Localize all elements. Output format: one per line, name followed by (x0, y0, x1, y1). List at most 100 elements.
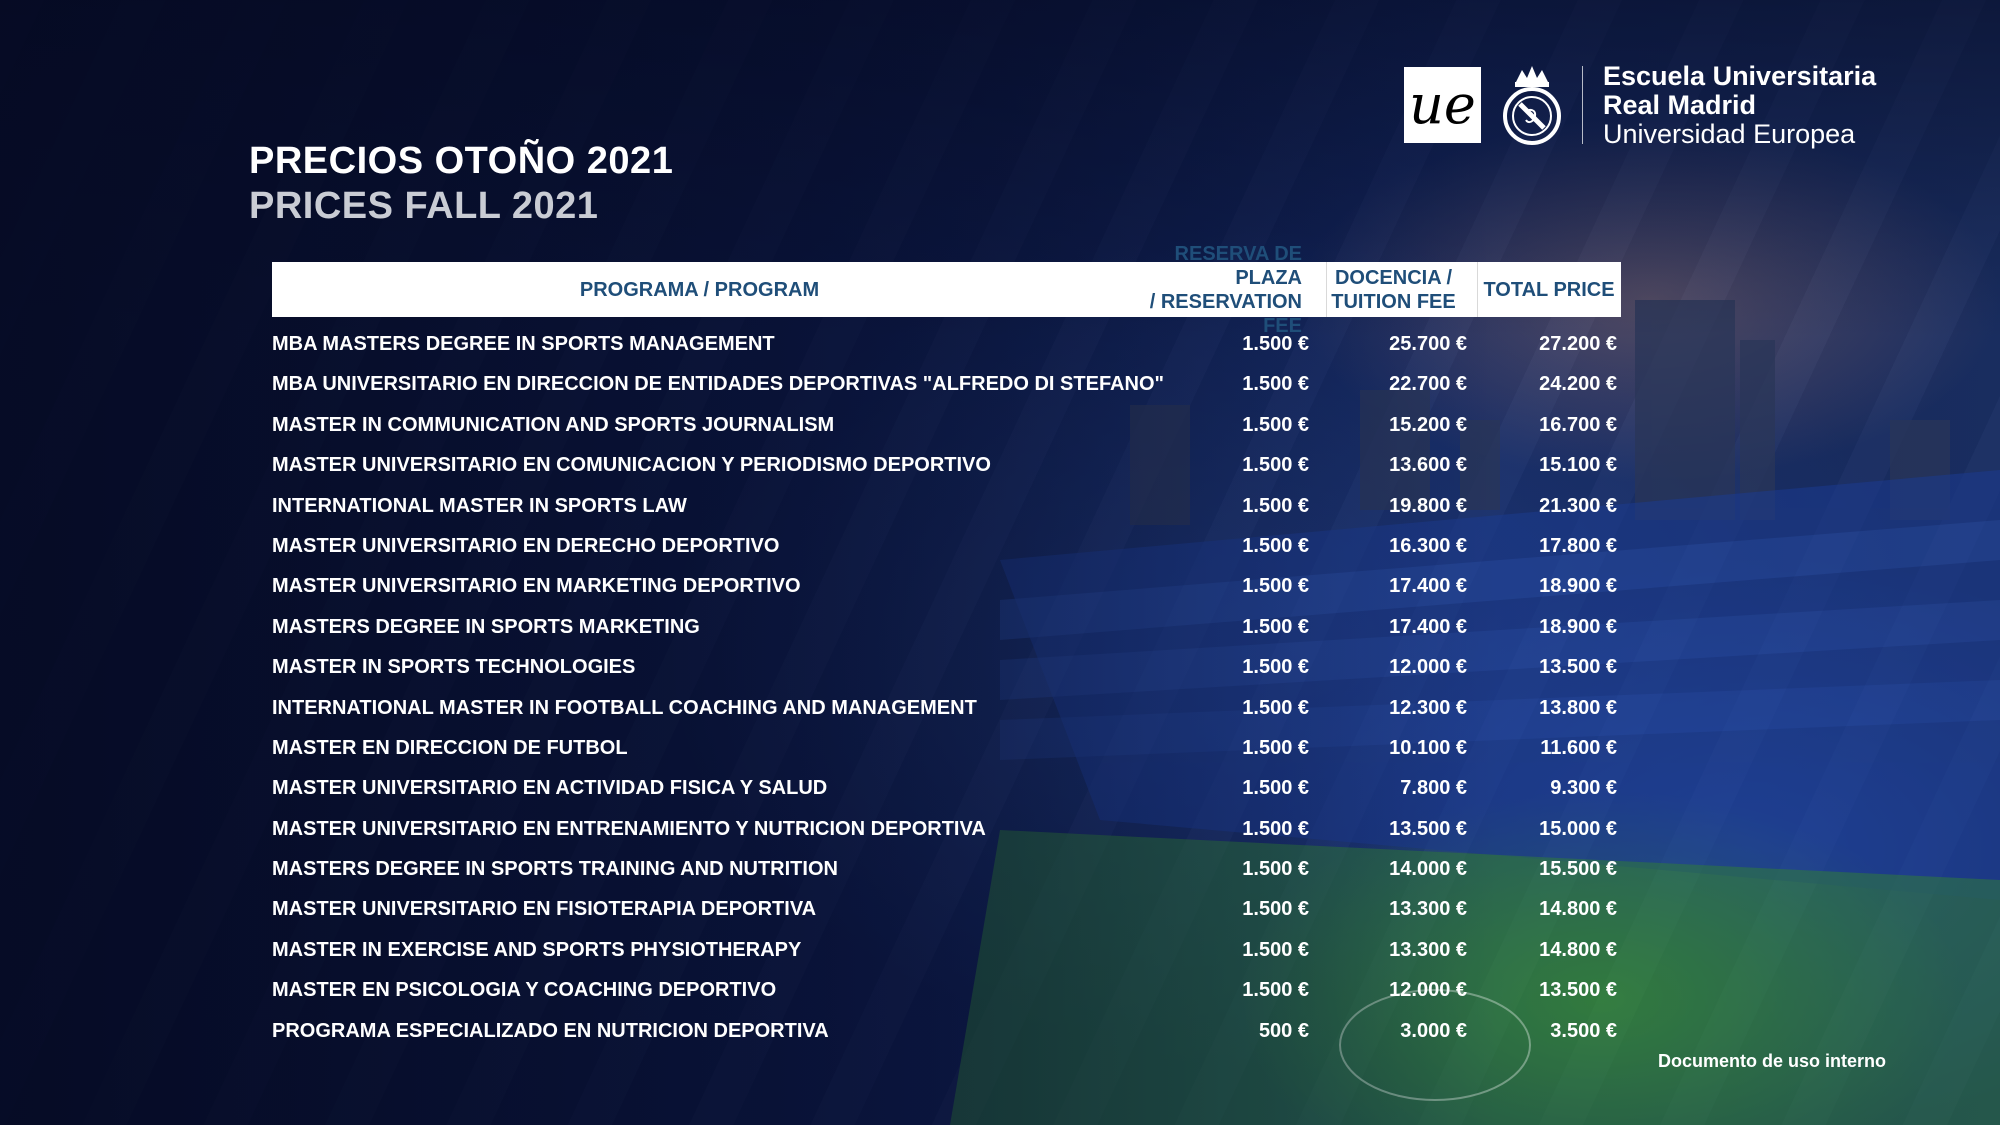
tuition-fee-cell: 12.300 € (1389, 696, 1467, 719)
total-price-cell: 17.800 € (1539, 534, 1617, 557)
total-price-cell: 16.700 € (1539, 413, 1617, 436)
table-row: MASTER UNIVERSITARIO EN MARKETING DEPORT… (272, 567, 1621, 607)
table-row: MASTER EN DIRECCION DE FUTBOL 1.500 € 10.1… (272, 729, 1621, 769)
table-row: MASTER EN PSICOLOGIA Y COACHING DEPORTIV… (272, 971, 1621, 1011)
table-row: MASTER UNIVERSITARIO EN ENTRENAMIENTO Y … (272, 810, 1621, 850)
table-row: MASTER UNIVERSITARIO EN DERECHO DEPORTIV… (272, 527, 1621, 567)
tuition-fee-cell: 25.700 € (1389, 333, 1467, 355)
total-price-cell: 13.500 € (1539, 979, 1617, 1002)
program-cell: MASTER UNIVERSITARIO EN ACTIVIDAD FISICA… (272, 777, 828, 800)
price-table-header: PROGRAMA / PROGRAM RESERVA DE PLAZA / RE… (272, 243, 1621, 337)
price-table-body: MBA MASTERS DEGREE IN SPORTS MANAGEMENT 1… (272, 325, 1621, 1052)
tuition-fee-cell: 13.600 € (1389, 454, 1467, 477)
header-separator (1326, 262, 1327, 317)
tuition-fee-cell: 12.000 € (1389, 979, 1467, 1002)
header-total-price: TOTAL PRICE (1483, 278, 1615, 301)
total-price-cell: 21.300 € (1539, 494, 1617, 517)
table-row: INTERNATIONAL MASTER IN FOOTBALL COACHIN… (272, 689, 1621, 729)
table-row: MASTER IN COMMUNICATION AND SPORTS JOURN… (272, 406, 1621, 446)
table-row: MASTER UNIVERSITARIO EN ACTIVIDAD FISICA… (272, 769, 1621, 809)
tuition-fee-cell: 13.300 € (1389, 938, 1467, 961)
table-row: MASTERS DEGREE IN SPORTS MARKETING 1.500 … (272, 608, 1621, 648)
tuition-fee-cell: 22.700 € (1389, 373, 1467, 396)
tuition-fee-cell: 13.500 € (1389, 817, 1467, 840)
header-program: PROGRAMA / PROGRAM (579, 278, 820, 301)
program-cell: MASTERS DEGREE IN SPORTS TRAINING AND NU… (272, 858, 838, 881)
tuition-fee-cell: 3.000 € (1400, 1019, 1467, 1042)
reservation-fee-cell: 1.500 € (1242, 615, 1309, 638)
table-row: MBA MASTERS DEGREE IN SPORTS MANAGEMENT 1… (272, 325, 1621, 365)
brand-text: Escuela Universitaria Real Madrid Univer… (1603, 62, 1876, 149)
program-cell: MASTER IN SPORTS TECHNOLOGIES (272, 656, 636, 679)
logo-divider (1582, 66, 1583, 144)
reservation-fee-cell: 1.500 € (1242, 696, 1309, 719)
program-cell: MBA UNIVERSITARIO EN DIRECCION DE ENTIDA… (272, 373, 1164, 396)
tuition-fee-cell: 13.300 € (1389, 898, 1467, 921)
table-row: MASTER IN SPORTS TECHNOLOGIES 1.500 € 12.0… (272, 648, 1621, 688)
program-cell: MASTER IN COMMUNICATION AND SPORTS JOURN… (272, 413, 835, 436)
table-row: MASTER IN EXERCISE AND SPORTS PHYSIOTHER… (272, 931, 1621, 971)
table-row: INTERNATIONAL MASTER IN SPORTS LAW 1.500 … (272, 487, 1621, 527)
reservation-fee-cell: 1.500 € (1242, 534, 1309, 557)
brand-line-3: Universidad Europea (1603, 119, 1856, 149)
program-cell: MASTER EN PSICOLOGIA Y COACHING DEPORTIV… (272, 979, 777, 1002)
header-reservation-line1: RESERVA DE PLAZA (1174, 242, 1302, 289)
total-price-cell: 15.500 € (1539, 858, 1617, 881)
tuition-fee-cell: 17.400 € (1389, 615, 1467, 638)
brand-line-1: Escuela Universitaria (1603, 61, 1877, 91)
total-price-cell: 14.800 € (1539, 938, 1617, 961)
tuition-fee-cell: 17.400 € (1389, 575, 1467, 598)
total-price-cell: 9.300 € (1550, 777, 1617, 800)
program-cell: MBA MASTERS DEGREE IN SPORTS MANAGEMENT (272, 333, 775, 355)
reservation-fee-cell: 1.500 € (1242, 413, 1309, 436)
program-cell: INTERNATIONAL MASTER IN FOOTBALL COACHIN… (272, 696, 977, 719)
table-row: MASTER UNIVERSITARIO EN COMUNICACION Y P… (272, 446, 1621, 486)
tuition-fee-cell: 14.000 € (1389, 858, 1467, 881)
reservation-fee-cell: 1.500 € (1242, 454, 1309, 477)
total-price-cell: 13.500 € (1539, 656, 1617, 679)
reservation-fee-cell: 1.500 € (1242, 817, 1309, 840)
reservation-fee-cell: 1.500 € (1242, 373, 1309, 396)
reservation-fee-cell: 1.500 € (1242, 938, 1309, 961)
tuition-fee-cell: 16.300 € (1389, 534, 1467, 557)
program-cell: MASTERS DEGREE IN SPORTS MARKETING (272, 615, 700, 638)
total-price-cell: 13.800 € (1539, 696, 1617, 719)
total-price-cell: 14.800 € (1539, 898, 1617, 921)
program-cell: MASTER UNIVERSITARIO EN ENTRENAMIENTO Y … (272, 817, 986, 840)
reservation-fee-cell: 1.500 € (1242, 777, 1309, 800)
total-price-cell: 11.600 € (1540, 736, 1617, 759)
table-row: PROGRAMA ESPECIALIZADO EN NUTRICION DEPO… (272, 1012, 1621, 1052)
reservation-fee-cell: 1.500 € (1242, 858, 1309, 881)
tuition-fee-cell: 10.100 € (1389, 736, 1467, 759)
reservation-fee-cell: 500 € (1258, 1019, 1309, 1042)
program-cell: INTERNATIONAL MASTER IN SPORTS LAW (272, 494, 687, 517)
header-tuition-line2: TUITION FEE (1331, 290, 1456, 313)
reservation-fee-cell: 1.500 € (1242, 575, 1309, 598)
total-price-cell: 24.200 € (1539, 373, 1617, 396)
table-row: MASTER UNIVERSITARIO EN FISIOTERAPIA DEP… (272, 890, 1621, 930)
reservation-fee-cell: 1.500 € (1242, 979, 1309, 1002)
reservation-fee-cell: 1.500 € (1242, 736, 1309, 759)
brand-line-2: Real Madrid (1603, 90, 1757, 120)
program-cell: MASTER UNIVERSITARIO EN DERECHO DEPORTIV… (272, 534, 780, 557)
program-cell: MASTER UNIVERSITARIO EN MARKETING DEPORT… (272, 575, 801, 598)
reservation-fee-cell: 1.500 € (1242, 494, 1309, 517)
table-row: MBA UNIVERSITARIO EN DIRECCION DE ENTIDA… (272, 365, 1621, 405)
program-cell: MASTER UNIVERSITARIO EN COMUNICACION Y P… (272, 454, 991, 477)
header-tuition-fee: DOCENCIA / TUITION FEE (1327, 262, 1460, 317)
ue-monogram: ue (1409, 73, 1476, 136)
program-cell: MASTER EN DIRECCION DE FUTBOL (272, 736, 628, 759)
total-price-cell: 3.500 € (1550, 1019, 1617, 1042)
program-cell: MASTER IN EXERCISE AND SPORTS PHYSIOTHER… (272, 938, 802, 961)
tuition-fee-cell: 7.800 € (1400, 777, 1467, 800)
header-reservation-fee: RESERVA DE PLAZA / RESERVATION FEE (1124, 243, 1302, 337)
total-price-cell: 15.000 € (1539, 817, 1617, 840)
program-cell: PROGRAMA ESPECIALIZADO EN NUTRICION DEPO… (272, 1019, 829, 1042)
header-tuition-line1: DOCENCIA / (1334, 266, 1453, 289)
header-reservation-line2: / RESERVATION FEE (1149, 290, 1302, 337)
tuition-fee-cell: 12.000 € (1389, 656, 1467, 679)
reservation-fee-cell: 1.500 € (1242, 656, 1309, 679)
tuition-fee-cell: 15.200 € (1389, 413, 1467, 436)
total-price-cell: 18.900 € (1539, 615, 1617, 638)
